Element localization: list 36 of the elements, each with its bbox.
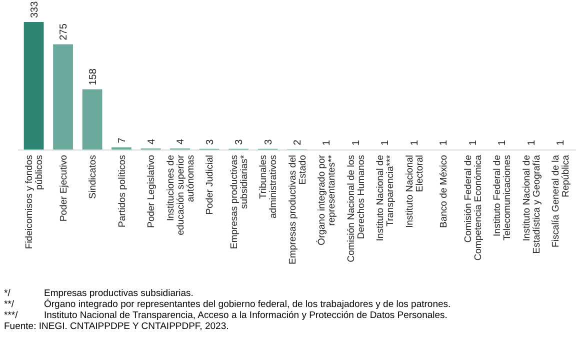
x-tick-label: Comisión Federal de Competencia Económica bbox=[462, 154, 484, 261]
x-tick-label: Instituto Nacional Electoral bbox=[404, 155, 426, 228]
data-label: 7 bbox=[117, 137, 128, 144]
data-label: 1 bbox=[322, 140, 333, 146]
x-tick-label: Instituciones de educación superior autónomas bbox=[165, 154, 196, 236]
data-label: 1 bbox=[526, 140, 538, 146]
text: */ Empresas productivas subsidiarias. bbox=[4, 288, 194, 299]
data-label: 4 bbox=[146, 138, 158, 144]
x-tick-label: Instituto Nacional de Estadística y Geografía bbox=[521, 154, 542, 254]
data-label: 158 bbox=[88, 68, 99, 86]
x-tick-label: Fiscalía General de la República bbox=[550, 154, 572, 248]
data-label: 1 bbox=[438, 140, 450, 146]
data-label: 1 bbox=[556, 140, 567, 146]
data-label: 1 bbox=[497, 140, 508, 146]
x-tick-label: Poder Judicial bbox=[204, 155, 216, 215]
data-label: 1 bbox=[380, 140, 392, 146]
x-tick-label: Poder Legislativo bbox=[146, 155, 158, 228]
x-tick-label: Banco de México bbox=[438, 155, 450, 228]
x-tick-label: Instituto Federal de Telecomunicaciones bbox=[492, 154, 514, 241]
data-label: 3 bbox=[234, 138, 246, 145]
data-label: 3 bbox=[204, 138, 216, 145]
data-label: 275 bbox=[58, 23, 70, 40]
data-label: 333 bbox=[29, 0, 40, 18]
x-tick-label: Sindicatos bbox=[88, 154, 99, 199]
x-tick-label: Poder Ejecutivo bbox=[58, 155, 70, 222]
data-label: 3 bbox=[263, 138, 274, 145]
x-tick-label: Fideicomisos y fondos públicos bbox=[24, 154, 46, 249]
data-label: 1 bbox=[468, 140, 479, 146]
source-note: Fuente: INEGI. CNTAIPPDPE Y CNTAIPPDPF, 2023. bbox=[4, 321, 229, 332]
x-tick-label: Partidos políticos bbox=[116, 154, 128, 228]
text: ***/ Instituto Nacional de Transparencia, Acceso a la Información y Protección de Datos Personales. bbox=[4, 310, 448, 321]
data-label: 4 bbox=[176, 138, 187, 144]
data-label: 2 bbox=[292, 139, 304, 146]
data-label: 1 bbox=[409, 140, 420, 146]
text: **/ Órgano integrado por representantes del gobierno federal, de los trabajadores y de los patrones. bbox=[4, 299, 451, 310]
data-label: 1 bbox=[350, 140, 362, 146]
